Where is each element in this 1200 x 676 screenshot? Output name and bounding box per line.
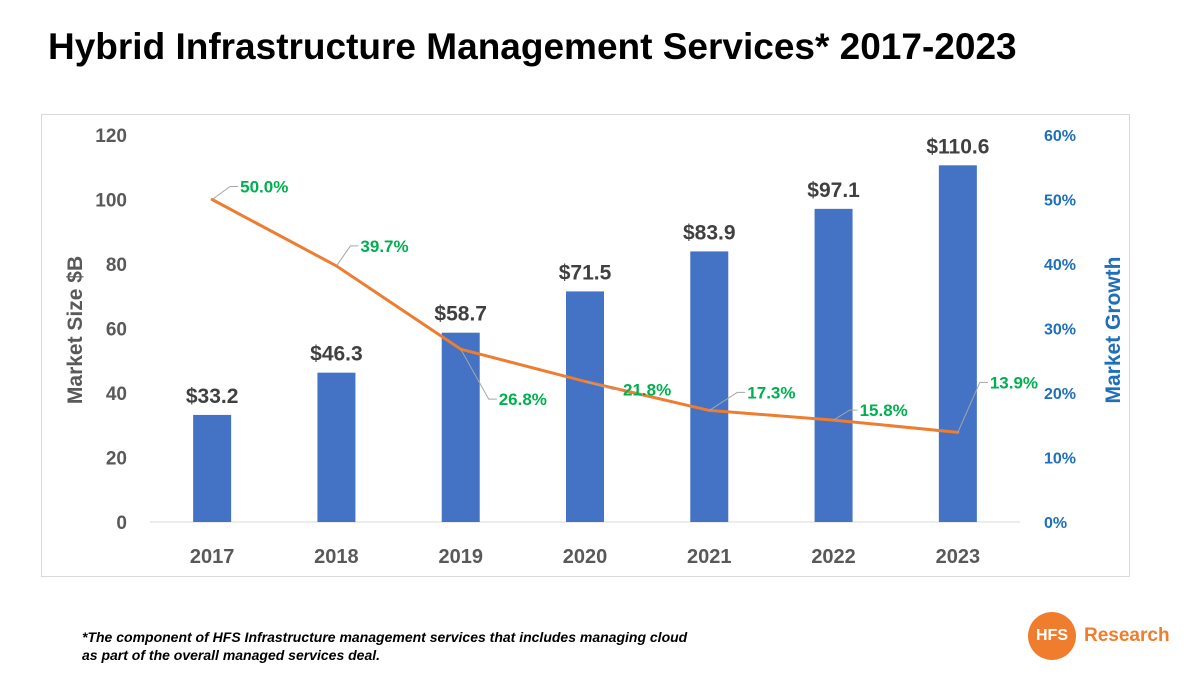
x-tick-label: 2023: [936, 546, 981, 568]
growth-value-label: 17.3%: [747, 383, 795, 402]
x-tick-label: 2020: [563, 546, 608, 568]
bar-value-label: $71.5: [559, 261, 612, 284]
x-tick-label: 2022: [811, 546, 856, 568]
growth-leader-line: [833, 409, 858, 421]
hfs-research-logo: HFS Research: [1028, 612, 1178, 662]
footnote: *The component of HFS Infrastructure man…: [82, 628, 782, 664]
y2-tick-label: 0%: [1044, 515, 1067, 532]
logo-text: Research: [1084, 625, 1170, 646]
y2-tick-label: 60%: [1044, 128, 1076, 145]
bar: [814, 208, 853, 523]
y2-tick-label: 30%: [1044, 322, 1076, 339]
y-tick-label: 40: [106, 384, 127, 405]
bar-value-label: $33.2: [186, 385, 239, 408]
growth-leader-line: [211, 186, 239, 200]
bar-value-label: $46.3: [310, 343, 363, 366]
growth-leader-line: [460, 348, 497, 400]
y-tick-label: 120: [95, 126, 127, 147]
x-tick-label: 2019: [438, 546, 483, 568]
y2-tick-label: 10%: [1044, 451, 1076, 468]
growth-value-label: 15.8%: [860, 401, 908, 420]
y-tick-label: 20: [106, 449, 127, 470]
chart-frame: [41, 114, 1130, 577]
page-title: Hybrid Infrastructure Management Service…: [48, 26, 1017, 67]
x-tick-label: 2018: [314, 546, 359, 568]
y-tick-label: 80: [106, 255, 127, 276]
footnote-line-1: *The component of HFS Infrastructure man…: [82, 629, 688, 645]
y-tick-label: 100: [95, 191, 127, 212]
y2-tick-label: 50%: [1044, 193, 1076, 210]
growth-value-label: 39.7%: [360, 237, 408, 256]
y2-tick-label: 40%: [1044, 257, 1076, 274]
bar-value-label: $110.6: [926, 135, 989, 158]
bar: [690, 251, 729, 523]
logo-mark: HFS: [1028, 612, 1076, 660]
bar-value-label: $58.7: [434, 303, 487, 326]
growth-value-label: 21.8%: [623, 380, 671, 399]
growth-leader-line: [957, 381, 988, 433]
bar: [317, 372, 356, 522]
bar: [441, 332, 480, 522]
bar-value-label: $83.9: [683, 221, 736, 244]
growth-leader-line: [336, 245, 359, 267]
growth-value-label: 13.9%: [990, 373, 1038, 392]
bar: [193, 414, 232, 522]
bar: [938, 165, 977, 522]
bar: [566, 291, 604, 522]
growth-leader-line: [709, 391, 746, 411]
growth-leader-line: [584, 380, 621, 390]
x-tick-label: 2021: [687, 546, 732, 568]
footnote-line-2: as part of the overall managed services …: [82, 647, 381, 663]
x-tick-label: 2017: [190, 546, 235, 568]
y-axis-title: Market Size $B: [64, 256, 87, 404]
y-tick-label: 60: [106, 320, 127, 341]
growth-value-label: 50.0%: [240, 178, 288, 197]
y2-tick-label: 20%: [1044, 386, 1076, 403]
bar-value-label: $97.1: [807, 179, 860, 202]
y2-axis-title: Market Growth: [1102, 256, 1125, 403]
y-tick-label: 0: [116, 513, 127, 534]
growth-value-label: 26.8%: [499, 390, 547, 409]
